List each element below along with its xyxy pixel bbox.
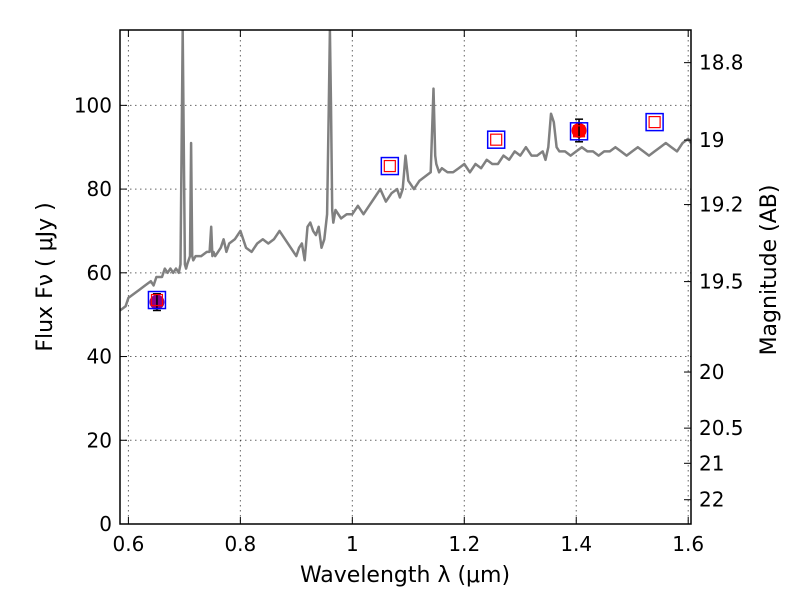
y-axis-label: Flux Fν ( μJy ) [33, 202, 58, 351]
right-tick-label: 19.5 [699, 270, 744, 294]
axis-ticks: 0.6 0.8 1 1.2 1.4 1.6 0 20 40 60 80 100 18.8 19 19.2 19… [74, 30, 744, 556]
y-tick-label: 0 [99, 512, 112, 536]
model-point-inner [383, 159, 396, 173]
right-tick-label: 20 [699, 360, 724, 384]
y-tick-label: 60 [87, 261, 112, 285]
plot-area [120, 30, 691, 312]
x-tick-label: 0.8 [224, 532, 256, 556]
right-tick-label: 22 [699, 488, 724, 512]
x-tick-label: 1.6 [672, 532, 704, 556]
spectrum-line [120, 30, 691, 312]
model-point-inner [490, 133, 503, 146]
x-tick-label: 1.2 [448, 532, 480, 556]
x-tick-label: 1 [346, 532, 359, 556]
right-tick-label: 20.5 [699, 416, 744, 440]
y-tick-label: 100 [74, 93, 112, 117]
model-point-inner [648, 116, 661, 129]
model-point-inner [150, 293, 164, 307]
right-tick-label: 18.8 [699, 51, 744, 75]
model-point-inner [572, 125, 586, 138]
x-tick-label: 0.6 [112, 532, 144, 556]
right-tick-label: 19.2 [699, 193, 744, 217]
plot-frame [119, 29, 692, 525]
model-point-outer [486, 130, 506, 149]
y-tick-label: 40 [87, 345, 112, 369]
x-axis-label: Wavelength λ (μm) [300, 563, 510, 588]
model-point-outer [645, 112, 664, 132]
x-tick-label: 1.4 [560, 532, 592, 556]
model-point-outer [147, 290, 167, 310]
model-point-outer [380, 156, 400, 176]
grid-lines [120, 30, 691, 525]
model-point-outer [569, 122, 589, 141]
y-tick-label: 20 [87, 428, 112, 452]
right-axis-label: Magnitude (AB) [757, 185, 782, 356]
y-tick-label: 80 [87, 177, 112, 201]
right-tick-label: 19 [699, 128, 724, 152]
right-tick-label: 21 [699, 451, 724, 475]
